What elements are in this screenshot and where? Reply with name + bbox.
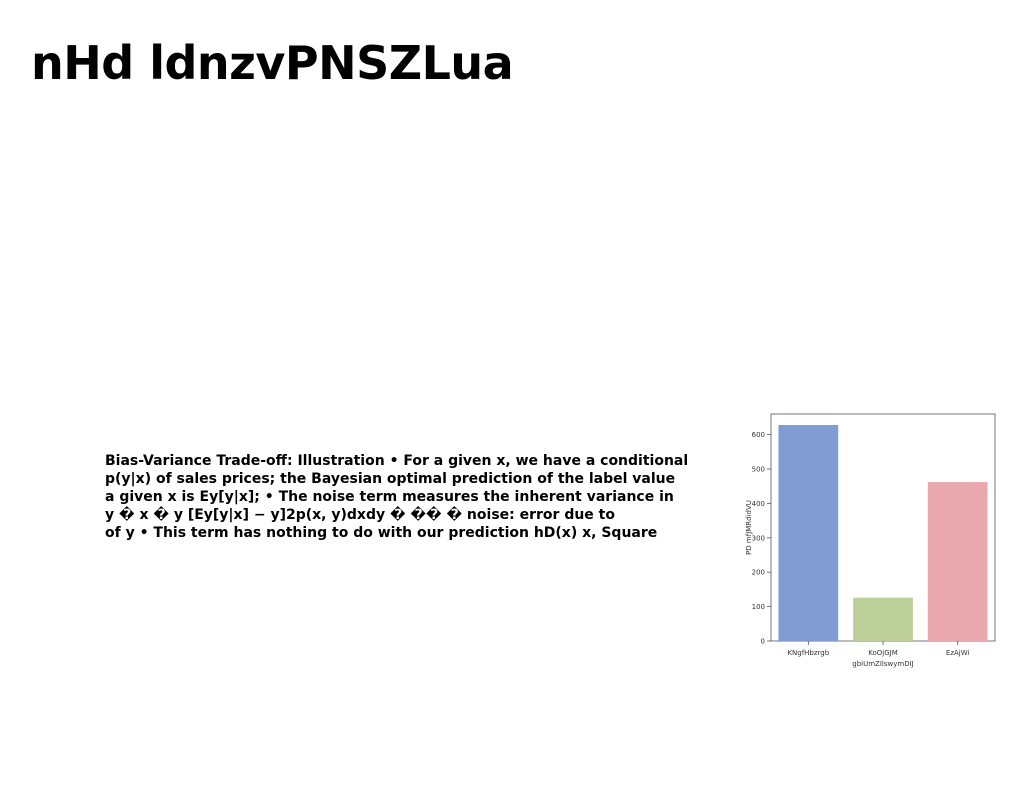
bar bbox=[853, 597, 913, 641]
y-axis-label: PD mfJMRdidVU bbox=[745, 500, 753, 555]
bar-chart-svg: 0 100 200 300 400 500 600 KNgfHbzrgb KoOjGJM EzAj… bbox=[745, 413, 996, 668]
y-tick-label: 500 bbox=[752, 466, 765, 474]
bar-chart: 0 100 200 300 400 500 600 KNgfHbzrgb KoOjGJM EzAj… bbox=[742, 408, 1002, 672]
body-line: y � x � y [Ey[y|x] − y]2p(x, y)dxdy � ��… bbox=[105, 507, 615, 523]
body-line: of y • This term has nothing to do with … bbox=[105, 525, 658, 541]
bar bbox=[778, 425, 839, 641]
body-line: p(y|x) of sales prices; the Bayesian opt… bbox=[105, 471, 676, 487]
body-line: Bias-Variance Trade-off: Illustration • … bbox=[105, 453, 689, 469]
bar bbox=[927, 482, 988, 641]
x-tick-label: EzAjWi bbox=[946, 649, 970, 657]
body-line: a given x is Ey[y|x]; • The noise term m… bbox=[105, 489, 674, 505]
y-tick-label: 300 bbox=[752, 534, 765, 542]
x-tick-label: KoOjGJM bbox=[868, 649, 898, 657]
y-tick-label: 100 bbox=[752, 603, 765, 611]
y-tick-label: 0 bbox=[761, 638, 765, 646]
slide-title: nHd ldnzvPNSZLua bbox=[31, 36, 514, 90]
y-tick-label: 600 bbox=[752, 431, 765, 439]
y-tick-label: 200 bbox=[752, 569, 765, 577]
slide-body-text: Bias-Variance Trade-off: Illustration • … bbox=[105, 452, 725, 542]
x-tick-label: KNgfHbzrgb bbox=[787, 649, 829, 657]
y-tick-label: 400 bbox=[752, 500, 765, 508]
x-axis-label: gbiUmZIlswymDIJ bbox=[852, 660, 913, 668]
